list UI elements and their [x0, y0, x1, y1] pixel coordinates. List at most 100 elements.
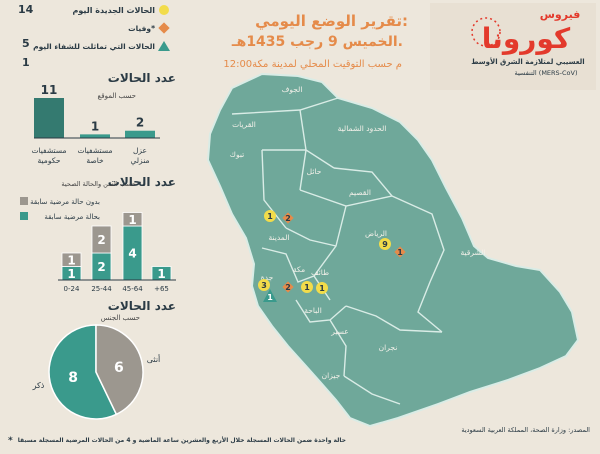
age-bar-segment [122, 212, 143, 227]
madinah-deaths-marker [282, 212, 294, 224]
region-borders [231, 97, 445, 405]
age-legend-label-with-condition: بحالة مرضية سابقة [44, 213, 100, 221]
age-bar-value: 1 [67, 253, 75, 267]
legend-recovered-value: 1 [22, 56, 30, 69]
report-title: تقرير الوضع اليومي: [255, 12, 408, 30]
riyadh-new-cases-value: 9 [382, 240, 388, 249]
age-category-label: 25-44 [91, 285, 112, 293]
jeddah-recovered-marker [263, 289, 277, 302]
pie-slice [95, 324, 144, 416]
age-category-label: 45-64 [122, 285, 143, 293]
region-label-asir: عسير [330, 327, 349, 336]
age-bar-segment [61, 252, 82, 267]
location-bar-value: 2 [136, 116, 144, 130]
logo-top-word: فيروس [540, 8, 581, 21]
pie-slice-value: 8 [68, 370, 78, 386]
jeddah-recovered-value: 1 [267, 293, 273, 302]
location-bar [80, 134, 110, 138]
location-bar [125, 130, 155, 138]
logo-main-word: كورونا [482, 22, 571, 55]
age-bar-value: 2 [97, 233, 105, 247]
pie-slice-label: أنثى [147, 354, 161, 364]
age-bar-segment [91, 225, 112, 254]
orange-diamond-icon [158, 22, 170, 34]
map-outline [206, 72, 580, 428]
riyadh-deaths-value: 1 [397, 248, 403, 257]
location-category-label: مستشفيات [77, 146, 112, 155]
legend-deaths-value: 5 [22, 37, 30, 50]
location-category-label: منزلي [131, 156, 150, 165]
jeddah-new-cases-marker [258, 279, 270, 291]
makkah-new-cases-value: 1 [304, 283, 310, 292]
legend-new-cases-value: 14 [18, 3, 34, 16]
region-label-qassim: القصيم [349, 188, 371, 197]
yellow-circle-icon [159, 5, 169, 15]
legend: 14 الحالات الجديدة اليوم 5 وفيات* 1 الحا… [18, 3, 170, 69]
location-chart-title: عدد الحالات [108, 71, 176, 85]
age-bar-value: 2 [97, 260, 105, 274]
location-category-label: خاصة [86, 156, 104, 165]
region-label-jouf: الجوف [282, 85, 303, 94]
region-label-jeddah: جدة [261, 273, 274, 282]
makkah-deaths-marker [282, 281, 294, 293]
makkah-new-cases-marker [301, 281, 313, 293]
location-bar-value: 1 [91, 119, 99, 133]
map-markers: 1 2 9 1 1 2 1 3 1 [258, 210, 406, 302]
region-label-northern-borders: الحدود الشمالية [338, 124, 387, 133]
age-bar-value: 1 [67, 267, 75, 281]
madinah-deaths-value: 2 [285, 214, 291, 223]
region-label-baha: الباحة [304, 306, 322, 315]
gender-chart: عدد الحالات حسب الجنس 8 ذكر 6 أنثى [32, 299, 176, 420]
age-category-label: +65 [154, 285, 169, 293]
legend-recovered-label: الحالات التي تماثلت للشفاء اليوم [33, 42, 155, 51]
taif-new-cases-marker [316, 282, 328, 294]
legend-new-cases-label: الحالات الجديدة اليوم [73, 6, 156, 15]
riyadh-deaths-marker [394, 246, 406, 258]
region-label-tabuk: تبوك [230, 150, 244, 159]
madinah-new-cases-value: 1 [267, 212, 273, 221]
location-bar-value: 11 [41, 83, 58, 97]
virus-logo-icon [471, 17, 501, 47]
location-category-label: حكومية [38, 156, 61, 165]
saudi-map [206, 72, 580, 428]
region-label-hail: حائل [307, 167, 322, 176]
riyadh-new-cases-marker [379, 238, 391, 250]
age-bar-value: 1 [157, 267, 165, 281]
report-time-note: 12:00م حسب التوقيت المحلي لمدينة مكة [223, 59, 402, 70]
region-label-qurayyat: القريات [232, 120, 256, 129]
taif-new-cases-value: 1 [319, 284, 325, 293]
logo-background [430, 3, 596, 90]
header: تقرير الوضع اليومي: الخميس 9 رجب 1435هـ.… [223, 12, 408, 70]
pie-slice [48, 324, 118, 420]
region-label-eastern: الشرقية [460, 248, 485, 257]
logo: فيروس كورونا العسيبي لمتلازمة الشرق الأو… [430, 3, 596, 90]
logo-sub-line-2: التنفسية (MERS-CoV) [514, 69, 577, 77]
madinah-new-cases-marker [264, 210, 276, 222]
jeddah-new-cases-value: 3 [261, 281, 267, 290]
pie-slice-value: 6 [114, 360, 124, 376]
pie-slice-label: ذكر [32, 381, 45, 390]
age-chart-title: عدد الحالات [108, 175, 176, 189]
teal-triangle-icon [158, 41, 170, 51]
region-label-taif: طائف [311, 268, 329, 277]
age-chart-subtitle: حسب السن والحالة الصحية [61, 180, 136, 188]
age-bar-value: 4 [128, 247, 136, 261]
logo-sub-line-1: العسيبي لمتلازمة الشرق الأوسط [471, 57, 584, 66]
footer-source: المصدر: وزارة الصحة، المملكة العربية الس… [461, 426, 590, 434]
region-label-makkah: مكة [293, 265, 305, 274]
age-bar-value: 1 [128, 213, 136, 227]
region-label-madinah: المدينة [268, 233, 289, 242]
region-labels: الجوف الحدود الشمالية القريات تبوك حائل … [230, 85, 486, 380]
location-category-label: مستشفيات [31, 146, 66, 155]
age-legend-swatch-no-condition [20, 197, 28, 205]
age-legend-swatch-with-condition [20, 212, 28, 220]
gender-chart-subtitle: حسب الجنس [101, 314, 140, 322]
region-label-najran: نجران [379, 343, 398, 352]
location-chart: عدد الحالات حسب الموقع 11مستشفياتحكومية1… [31, 71, 176, 165]
legend-deaths-label: وفيات* [128, 24, 155, 33]
footer-note: حالة واحدة ضمن الحالات المسجلة خلال الأر… [18, 436, 346, 444]
age-legend-label-no-condition: بدون حالة مرضية سابقة [30, 198, 100, 206]
location-chart-subtitle: حسب الموقع [98, 92, 136, 100]
location-bar [34, 98, 64, 138]
